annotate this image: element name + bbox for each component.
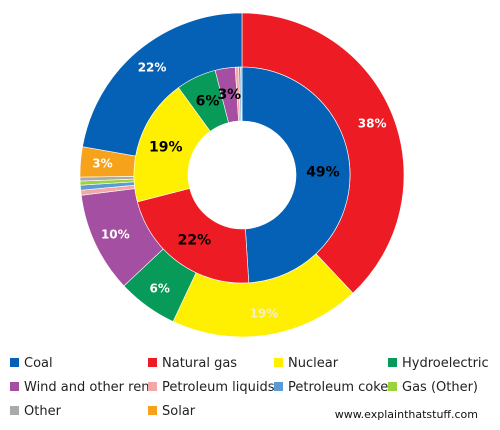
legend-item: Gas (Other) (388, 380, 478, 396)
legend-label: Wind and other ren (24, 380, 150, 395)
slice-labels: 49%22%19%6%3%38%19%6%10%3%22% (92, 61, 386, 321)
inner-slice-label-0: 49% (306, 164, 340, 180)
legend-label: Petroleum liquids (162, 380, 275, 395)
outer-slice-label-3: 10% (101, 228, 130, 242)
outer-slice-label-9: 22% (138, 61, 167, 75)
inner-slice-0 (241, 66, 351, 284)
legend-swatch (148, 382, 157, 391)
legend-swatch (10, 382, 19, 391)
legend-item: Petroleum coke (274, 380, 388, 396)
legend-label: Other (24, 404, 61, 419)
legend-label: Petroleum coke (288, 380, 389, 395)
inner-slice-label-2: 19% (149, 140, 183, 156)
legend-item: Wind and other ren (10, 380, 149, 396)
legend-swatch (274, 382, 283, 391)
legend-swatch (10, 358, 19, 367)
legend-item: Other (10, 404, 61, 420)
inner-slice-1 (137, 188, 250, 284)
outer-slice-label-0: 38% (358, 116, 387, 130)
inner-ring (133, 66, 351, 284)
donut-chart: 49%22%19%6%3%38%19%6%10%3%22% (79, 12, 405, 338)
credit-text: www.explainthatstuff.com (334, 408, 478, 421)
legend-swatch (10, 406, 19, 415)
outer-slice-label-8: 3% (92, 157, 112, 171)
legend-label: Natural gas (162, 356, 238, 371)
legend-item: Coal (10, 356, 53, 372)
legend-item: Natural gas (148, 356, 237, 372)
outer-ring (79, 12, 405, 338)
legend-label: Solar (162, 404, 196, 419)
legend-swatch (388, 358, 397, 367)
legend-item: Solar (148, 404, 195, 420)
legend-swatch (388, 382, 397, 391)
inner-slice-label-1: 22% (178, 233, 212, 249)
legend-swatch (148, 358, 157, 367)
legend-swatch (148, 406, 157, 415)
legend-label: Hydroelectric (402, 356, 489, 371)
outer-slice-label-2: 6% (150, 281, 170, 295)
legend-item: Hydroelectric (388, 356, 489, 372)
legend-label: Gas (Other) (402, 380, 479, 395)
inner-slice-7 (240, 66, 243, 122)
outer-slice-label-1: 19% (250, 306, 279, 320)
inner-slice-label-3: 6% (196, 94, 220, 110)
legend-item: Petroleum liquids (148, 380, 274, 396)
legend-label: Nuclear (288, 356, 339, 371)
inner-slice-label-4: 3% (217, 87, 241, 103)
legend-swatch (274, 358, 283, 367)
legend-label: Coal (24, 356, 53, 371)
legend-item: Nuclear (274, 356, 338, 372)
